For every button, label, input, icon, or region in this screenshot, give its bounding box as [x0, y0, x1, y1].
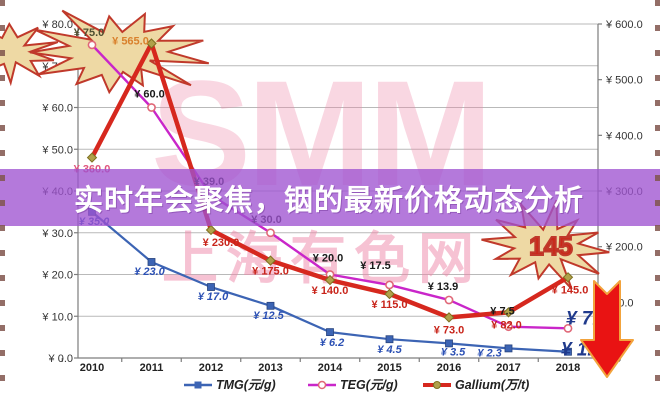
x-axis-tick: 2012: [199, 362, 223, 374]
left-axis-tick: ¥ 0.0: [48, 353, 73, 365]
marker-square: [326, 328, 334, 337]
x-axis-tick: 2016: [437, 362, 461, 374]
legend-label: TEG(元/g): [340, 378, 398, 392]
data-label: ¥ 140.0: [312, 285, 349, 297]
x-axis-tick: 2010: [80, 362, 104, 374]
data-label: ¥ 6.2: [320, 337, 344, 349]
marker-circle: [385, 280, 394, 290]
marker-diamond: [86, 152, 98, 163]
data-label: ¥ 4.5: [377, 344, 402, 356]
marker-diamond: [324, 274, 336, 286]
data-label: ¥ 175.0: [252, 266, 289, 278]
marker-square: [564, 347, 572, 356]
data-label: ¥ 145.0: [552, 284, 589, 296]
marker-square: [385, 335, 394, 344]
x-axis-tick: 2018: [556, 362, 580, 374]
data-label: ¥ 20.0: [313, 253, 344, 265]
legend: TMG(元/g) TEG(元/g) Gallium(万/t): [184, 378, 529, 392]
data-label: ¥ 17.5: [360, 260, 391, 272]
left-axis-tick: ¥ 80.0: [41, 19, 73, 31]
down-arrow: [580, 280, 634, 378]
data-label: ¥ 12.5: [253, 310, 284, 322]
starbursts: 145: [0, 9, 610, 290]
marker-diamond: [205, 224, 217, 236]
data-label: ¥ 230.0: [203, 237, 240, 249]
left-axis-tick: ¥ 30.0: [41, 228, 73, 240]
marker-diamond: [384, 288, 395, 300]
data-label: ¥ 23.0: [134, 266, 165, 278]
legend-label: TMG(元/g): [216, 378, 276, 392]
series-Galliumt: [86, 38, 574, 323]
marker-circle: [87, 40, 97, 50]
axis-labels: ¥ 80.0¥ 70.0¥ 60.0¥ 50.0¥ 40.0¥ 30.0¥ 20…: [41, 19, 642, 374]
left-axis-tick: ¥ 20.0: [41, 270, 73, 282]
x-axis-tick: 2013: [258, 362, 282, 374]
left-axis-tick: ¥ 10.0: [41, 311, 73, 323]
data-label: ¥ 13.9: [428, 281, 459, 293]
left-edge-ticks: [0, 0, 5, 400]
data-label: ¥ 2.3: [477, 347, 501, 359]
data-label: ¥ 565.0: [112, 35, 149, 47]
left-axis-tick: ¥ 60.0: [41, 103, 73, 115]
starburst-top-left: [29, 9, 210, 95]
right-axis-tick: ¥ 600.0: [605, 19, 643, 31]
legend-marker-circle: [317, 380, 327, 390]
left-axis-tick: ¥ 50.0: [41, 144, 73, 156]
right-axis-tick: ¥ 400.0: [605, 130, 643, 142]
marker-diamond: [265, 255, 276, 266]
data-label: ¥ 7.5: [490, 306, 514, 318]
burst-value-145: 145: [529, 231, 572, 261]
data-label: ¥ 3.5: [441, 346, 466, 358]
legend-marker-square: [194, 381, 202, 389]
marker-square: [147, 258, 156, 266]
right-axis-tick: ¥ 500.0: [605, 75, 643, 87]
x-axis-tick: 2014: [318, 362, 343, 374]
marker-diamond: [503, 307, 514, 318]
marker-square: [504, 344, 513, 353]
marker-square: [207, 283, 215, 291]
data-label: ¥ 17.0: [198, 291, 229, 303]
marker-circle: [504, 322, 513, 332]
legend-marker-dot: [433, 381, 441, 389]
starburst-left-sliver: [0, 21, 59, 87]
x-axis-tick: 2011: [140, 362, 164, 374]
right-edge-ticks: [655, 0, 660, 400]
right-axis-tick: ¥ 200.0: [605, 242, 643, 254]
marker-diamond: [146, 38, 157, 49]
marker-circle: [444, 295, 454, 305]
data-label: ¥ 60.0: [134, 89, 165, 101]
data-label: ¥ 73.0: [434, 324, 465, 336]
data-label: ¥ 115.0: [371, 299, 407, 311]
headline-banner: 实时年会聚焦，铟的最新价格动态分析: [0, 169, 660, 226]
data-label: ¥ 82.0: [491, 319, 522, 331]
x-axis-tick: 2017: [496, 362, 520, 374]
legend-label: Gallium(万/t): [455, 378, 529, 392]
marker-diamond: [562, 272, 574, 283]
marker-circle: [266, 228, 275, 238]
marker-square: [266, 301, 275, 310]
watermark-site: 上海有色网: [162, 227, 482, 290]
data-label: ¥ 75.0: [74, 27, 105, 39]
marker-circle: [563, 323, 573, 333]
x-axis-tick: 2015: [377, 362, 401, 374]
marker-circle: [147, 103, 156, 112]
headline-text: 实时年会聚焦，铟的最新价格动态分析: [74, 184, 585, 217]
marker-diamond: [443, 312, 455, 323]
marker-square: [445, 339, 453, 348]
